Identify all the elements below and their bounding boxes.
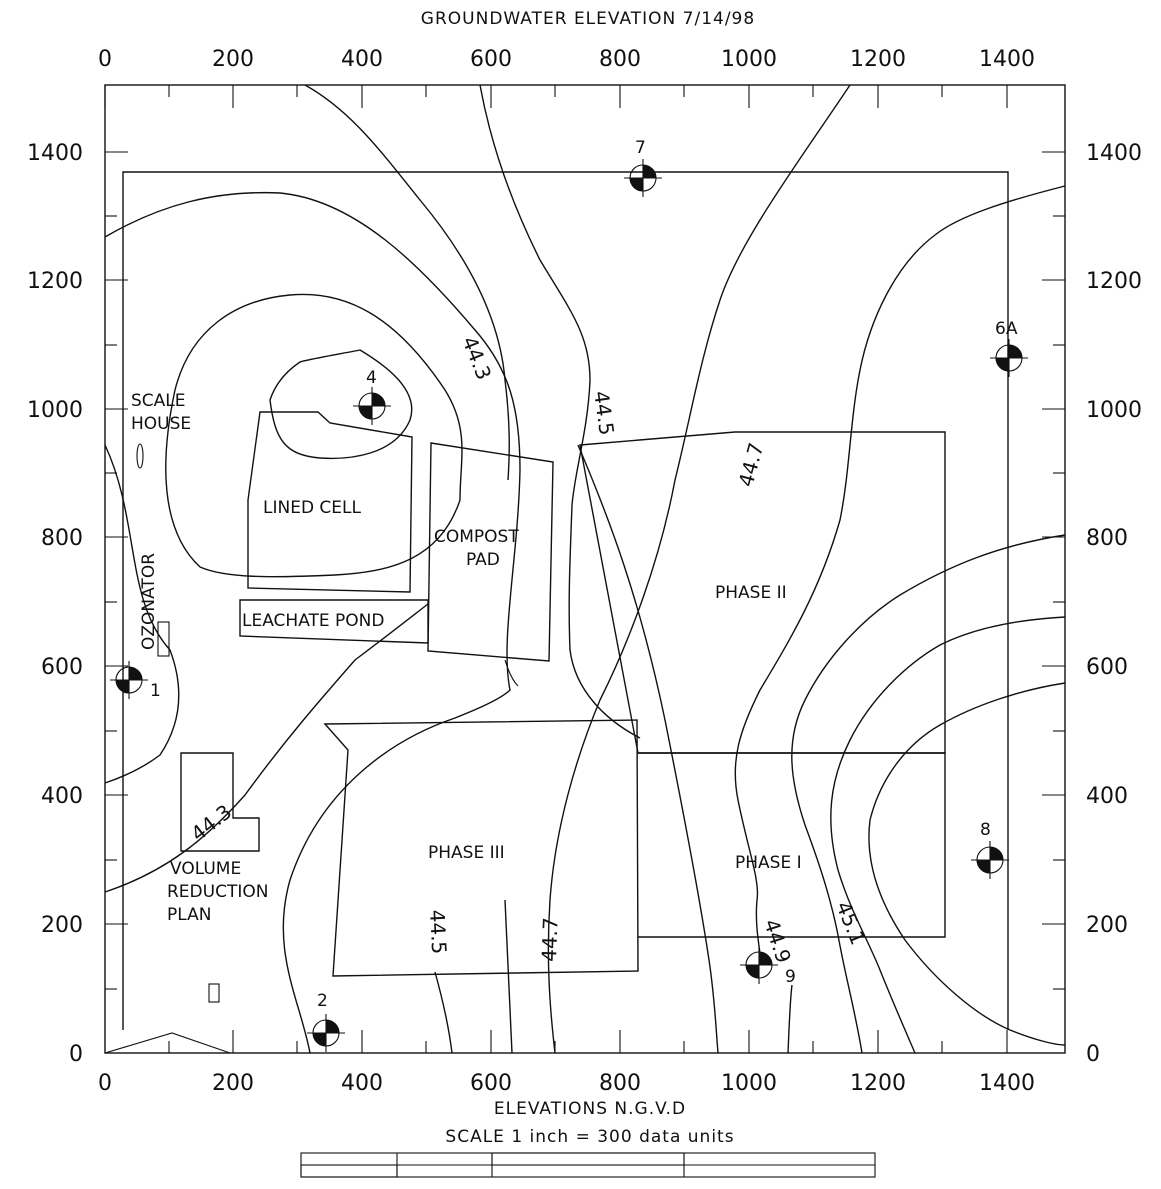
bottom-ticks	[168, 1030, 1008, 1053]
y-tick-label: 600	[1086, 655, 1128, 680]
site-boundary-foot	[104, 1032, 231, 1054]
well-label: 2	[317, 991, 328, 1011]
lined-cell-label: LINED CELL	[263, 498, 362, 518]
x-tick-label: 200	[212, 1071, 254, 1096]
leachate-pond-outline	[239, 599, 429, 644]
well-label: 7	[635, 138, 646, 158]
contour-label: 44.7	[734, 440, 769, 489]
x-axis-label: ELEVATIONS N.G.V.D	[494, 1099, 686, 1119]
volume-reduction-label: VOLUME	[170, 859, 241, 879]
y-tick-label: 400	[41, 784, 83, 809]
x-tick-label: 800	[599, 1071, 641, 1096]
contour-label: 44.3	[457, 333, 496, 383]
phase-iii-outline	[323, 719, 639, 977]
leachate-pond-label: LEACHATE POND	[242, 611, 384, 631]
ozonator-building	[157, 621, 170, 657]
well-label: 9	[785, 967, 796, 987]
x-tick-label: 1000	[721, 1071, 777, 1096]
compost-pad-outline	[427, 442, 554, 662]
scale-bar	[300, 1152, 876, 1178]
well-marker-1: 1	[110, 661, 161, 701]
contour-label: 44.3	[186, 800, 236, 846]
ozonator-label: OZONATOR	[139, 553, 159, 650]
y-tick-label: 200	[1086, 913, 1128, 938]
phase-i-outline	[638, 752, 946, 938]
x-tick-label: 400	[341, 47, 383, 72]
top-tick-labels: 0 200 400 600 800 1000 1200 1400	[98, 47, 1035, 72]
x-tick-label: 0	[98, 47, 112, 72]
x-tick-label: 1000	[721, 47, 777, 72]
y-tick-label: 1000	[27, 398, 83, 423]
well-label: 8	[980, 820, 991, 840]
y-tick-label: 800	[41, 526, 83, 551]
well-label: 4	[366, 368, 377, 388]
y-tick-label: 600	[41, 655, 83, 680]
x-tick-label: 0	[98, 1071, 112, 1096]
volume-reduction-label: PLAN	[167, 905, 211, 925]
volume-reduction-label: REDUCTION	[167, 882, 268, 902]
compost-pad-label: PAD	[466, 550, 500, 570]
well-marker-8: 8	[971, 820, 1009, 879]
phase-i-label: PHASE I	[735, 853, 802, 873]
site-boundary	[122, 171, 1009, 1030]
y-tick-label: 0	[69, 1042, 83, 1067]
x-tick-label: 1200	[850, 47, 906, 72]
bottom-tick-labels: 0 200 400 600 800 1000 1200 1400	[98, 1071, 1035, 1096]
well-marker-6a: 6A	[990, 319, 1028, 377]
y-tick-label: 200	[41, 913, 83, 938]
scale-house-label: SCALE	[131, 391, 186, 411]
phase-iii-label: PHASE III	[428, 843, 505, 863]
compost-pad-label: COMPOST	[434, 527, 519, 547]
y-tick-label: 1400	[1086, 141, 1142, 166]
x-tick-label: 1400	[979, 1071, 1035, 1096]
x-tick-label: 400	[341, 1071, 383, 1096]
x-tick-label: 200	[212, 47, 254, 72]
small-structure	[208, 983, 220, 1003]
well-marker-2: 2	[307, 991, 345, 1052]
y-tick-label: 1200	[1086, 269, 1142, 294]
left-ticks	[105, 151, 128, 990]
y-tick-label: 0	[1086, 1042, 1100, 1067]
contour-lines	[104, 84, 1066, 1054]
phase-ii-label: PHASE II	[715, 583, 787, 603]
scale-house-label: HOUSE	[131, 414, 191, 434]
scale-label: SCALE 1 inch = 300 data units	[445, 1127, 734, 1147]
x-tick-label: 600	[470, 1071, 512, 1096]
right-ticks	[1042, 151, 1065, 990]
map-title: GROUNDWATER ELEVATION 7/14/98	[421, 9, 755, 29]
x-tick-label: 600	[470, 47, 512, 72]
x-tick-label: 1200	[850, 1071, 906, 1096]
well-label: 1	[150, 681, 161, 701]
contour-label: 44.5	[589, 389, 619, 436]
y-tick-label: 1000	[1086, 398, 1142, 423]
contour-label: 44.5	[425, 909, 451, 955]
x-tick-label: 800	[599, 47, 641, 72]
lined-cell-outline	[247, 411, 413, 593]
volume-reduction-outline	[180, 752, 260, 852]
top-ticks	[104, 85, 1008, 108]
phase-ii-outline	[579, 431, 946, 754]
contour-label: 45.1	[831, 898, 870, 948]
y-tick-label: 1400	[27, 141, 83, 166]
y-tick-label: 800	[1086, 526, 1128, 551]
well-marker-9: 9	[740, 946, 796, 987]
contour-label: 44.7	[537, 917, 563, 962]
map-frame	[104, 84, 1066, 1054]
y-tick-label: 1200	[27, 269, 83, 294]
y-tick-label: 400	[1086, 784, 1128, 809]
scale-house-marker	[136, 443, 144, 469]
well-marker-4: 4	[353, 368, 391, 425]
well-marker-7: 7	[624, 138, 662, 197]
right-tick-labels: 0 200 400 600 800 1000 1200 1400	[1086, 141, 1142, 1067]
left-tick-labels: 0 200 400 600 800 1000 1200 1400	[27, 141, 83, 1067]
x-tick-label: 1400	[979, 47, 1035, 72]
well-label: 6A	[995, 319, 1018, 339]
